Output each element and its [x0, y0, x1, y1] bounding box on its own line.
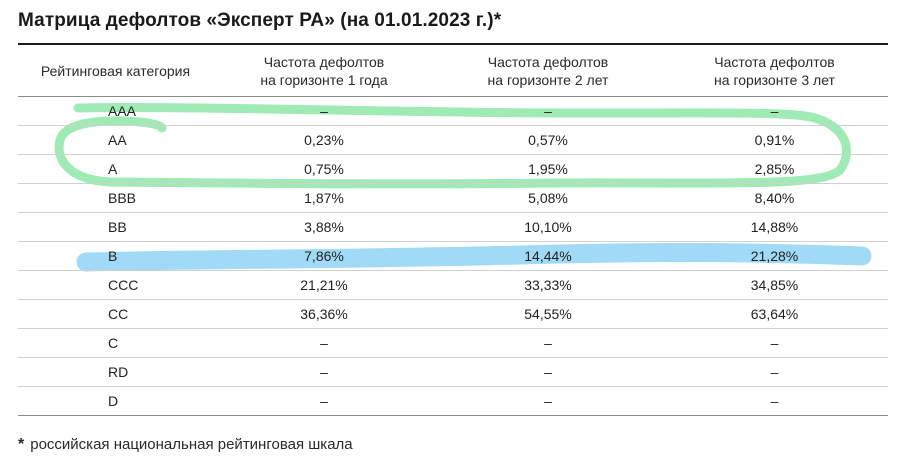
value-cell: – [213, 357, 435, 387]
value-cell: 14,44% [435, 241, 661, 271]
footnote: * российская национальная рейтинговая шка… [18, 436, 353, 454]
value-cell: – [213, 328, 435, 358]
table-row: AAA – – – [18, 96, 888, 126]
value-cell: 63,64% [661, 299, 888, 329]
rating-cell: AA [18, 125, 213, 155]
value-cell: 54,55% [435, 299, 661, 329]
table-row: CCC 21,21% 33,33% 34,85% [18, 270, 888, 300]
table-header-row: Рейтинговая категория Частота дефолтов н… [18, 45, 888, 97]
default-matrix-table-wrap: Рейтинговая категория Частота дефолтов н… [18, 43, 888, 416]
rating-cell: RD [18, 357, 213, 387]
table-row: BBB 1,87% 5,08% 8,40% [18, 183, 888, 213]
default-matrix-table: Рейтинговая категория Частота дефолтов н… [18, 45, 888, 416]
value-cell: – [435, 386, 661, 416]
value-cell: 7,86% [213, 241, 435, 271]
header-horizon-3: Частота дефолтов на горизонте 3 лет [661, 45, 888, 97]
value-cell: 34,85% [661, 270, 888, 300]
value-cell: – [435, 328, 661, 358]
table-row: A 0,75% 1,95% 2,85% [18, 154, 888, 184]
rating-cell: AAA [18, 96, 213, 126]
rating-cell: B [18, 241, 213, 271]
table-row: BB 3,88% 10,10% 14,88% [18, 212, 888, 242]
value-cell: 0,57% [435, 125, 661, 155]
value-cell: 14,88% [661, 212, 888, 242]
value-cell: 36,36% [213, 299, 435, 329]
header-horizon-1: Частота дефолтов на горизонте 1 года [213, 45, 435, 97]
rating-cell: D [18, 386, 213, 416]
header-rating-category: Рейтинговая категория [18, 45, 213, 97]
value-cell: 1,87% [213, 183, 435, 213]
rating-cell: CC [18, 299, 213, 329]
value-cell: 21,21% [213, 270, 435, 300]
value-cell: – [661, 386, 888, 416]
value-cell: – [661, 328, 888, 358]
rating-cell: BBB [18, 183, 213, 213]
value-cell: – [213, 96, 435, 126]
rating-cell: BB [18, 212, 213, 242]
value-cell: 0,23% [213, 125, 435, 155]
value-cell: 1,95% [435, 154, 661, 184]
value-cell: – [661, 96, 888, 126]
value-cell: 33,33% [435, 270, 661, 300]
value-cell: 21,28% [661, 241, 888, 271]
value-cell: 8,40% [661, 183, 888, 213]
value-cell: – [213, 386, 435, 416]
table-row: CC 36,36% 54,55% 63,64% [18, 299, 888, 329]
rating-cell: A [18, 154, 213, 184]
header-horizon-2: Частота дефолтов на горизонте 2 лет [435, 45, 661, 97]
table-row: RD – – – [18, 357, 888, 387]
footnote-marker: * [18, 436, 25, 453]
table-top-rule [18, 43, 888, 45]
rating-cell: C [18, 328, 213, 358]
rating-cell: CCC [18, 270, 213, 300]
footnote-text: российская национальная рейтинговая шкал… [30, 436, 353, 453]
page-title: Матрица дефолтов «Эксперт РА» (на 01.01.… [18, 10, 502, 31]
value-cell: 10,10% [435, 212, 661, 242]
value-cell: 0,75% [213, 154, 435, 184]
value-cell: 0,91% [661, 125, 888, 155]
value-cell: – [661, 357, 888, 387]
table-row: D – – – [18, 386, 888, 416]
value-cell: – [435, 357, 661, 387]
value-cell: 5,08% [435, 183, 661, 213]
table-row: B 7,86% 14,44% 21,28% [18, 241, 888, 271]
table-row: AA 0,23% 0,57% 0,91% [18, 125, 888, 155]
value-cell: – [435, 96, 661, 126]
value-cell: 2,85% [661, 154, 888, 184]
table-row: C – – – [18, 328, 888, 358]
value-cell: 3,88% [213, 212, 435, 242]
